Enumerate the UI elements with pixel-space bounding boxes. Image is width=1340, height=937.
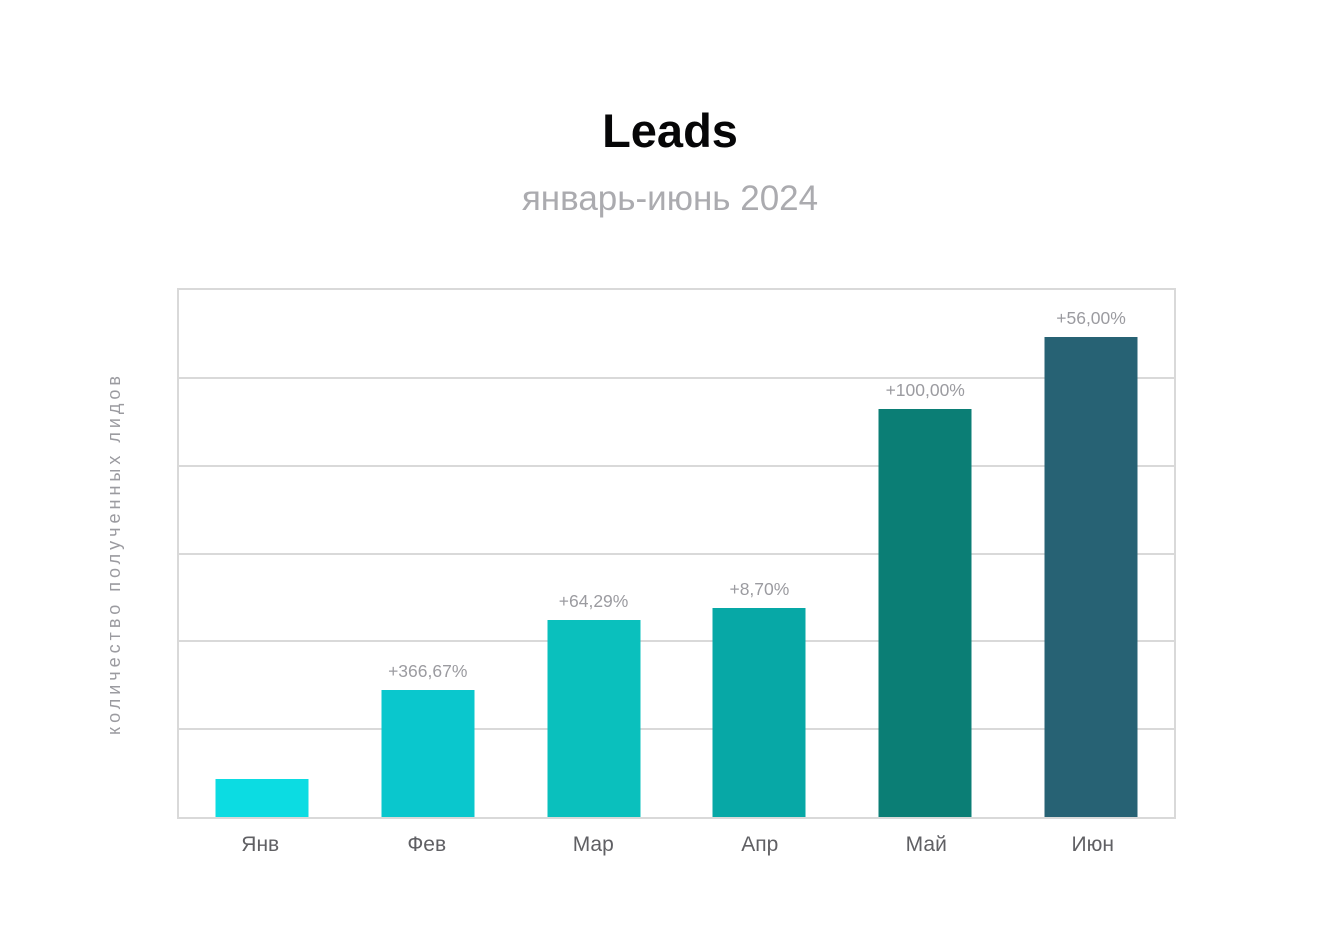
bar-1 [215,779,309,817]
gridline [179,552,1174,555]
x-tick-label-2: Фев [407,833,447,856]
bar-value-label-3: +64,29% [558,591,629,612]
bar-slot-6: +56,00% [1008,290,1174,817]
bar-value-label-4: +8,70% [729,578,790,599]
bar-value-label-2: +366,67% [388,661,468,681]
bar-slot-1 [179,290,345,817]
bars-layer: +366,67% +64,29% +8,70% +100,00% +56,00% [179,290,1174,817]
bar-2 [381,690,475,817]
bar-3 [547,620,641,817]
x-tick-label-6: Июн [1071,833,1114,856]
bar-slot-5: +100,00% [842,290,1008,817]
bar-slot-4: +8,70% [676,290,842,817]
bar-value-label-5: +100,00% [885,380,965,401]
gridline [179,464,1174,467]
bar-slot-3: +64,29% [511,290,677,817]
gridline [179,728,1174,731]
gridline [179,640,1174,643]
chart-subtitle: январь-июнь 2024 [521,179,819,218]
gridline [179,376,1174,379]
bar-4 [712,607,806,817]
chart-title: Leads [602,104,738,157]
x-tick-label-1: Янв [241,833,280,856]
y-axis-title: количество полученных лидов [104,372,124,735]
x-axis-labels: Янв Фев Мар Апр Май Июн [177,830,1176,860]
x-tick-label-4: Апр [741,833,779,856]
plot-area: +366,67% +64,29% +8,70% +100,00% +56,00% [177,288,1176,819]
bar-slot-2: +366,67% [345,290,511,817]
bar-5 [878,409,972,817]
bar-value-label-6: +56,00% [1056,308,1126,329]
x-tick-label-5: Май [905,833,947,856]
x-tick-label-3: Мар [572,833,614,856]
bar-6 [1044,337,1138,817]
